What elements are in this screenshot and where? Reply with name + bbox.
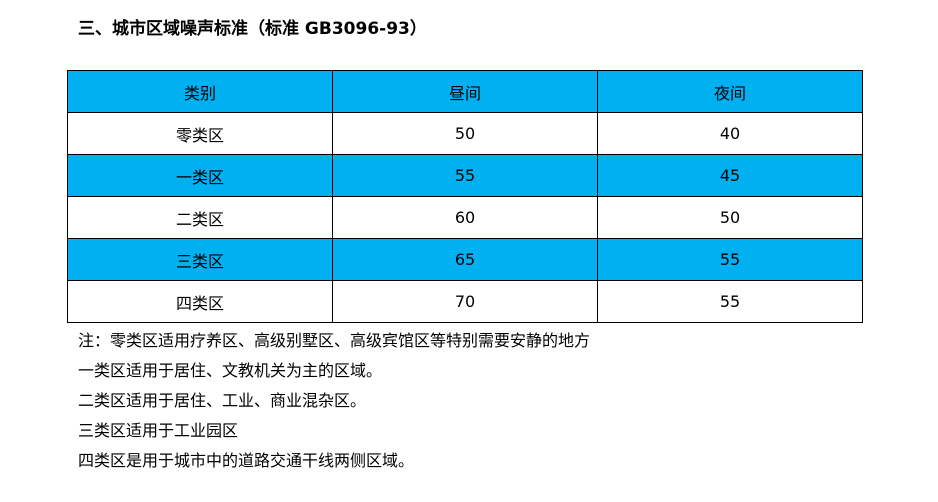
noise-standard-table: 类别 昼间 夜间 零类区 50 40 一类区 55 45 二类区 60 50 三类区 65 55… — [67, 70, 863, 323]
cell-day: 55 — [332, 154, 598, 197]
cell-category: 三类区 — [67, 238, 333, 281]
cell-category: 二类区 — [67, 196, 333, 239]
cell-day: 65 — [332, 238, 598, 281]
table-row: 一类区 55 45 — [67, 154, 863, 197]
note-line: 一类区适用于居住、文教机关为主的区域。 — [78, 361, 383, 380]
header-day: 昼间 — [332, 70, 598, 113]
cell-night: 50 — [597, 196, 863, 239]
cell-category: 零类区 — [67, 112, 333, 155]
cell-category: 一类区 — [67, 154, 333, 197]
table-row: 二类区 60 50 — [67, 196, 863, 239]
note-line: 注：零类区适用疗养区、高级别墅区、高级宾馆区等特别需要安静的地方 — [78, 331, 591, 350]
table-header-row: 类别 昼间 夜间 — [67, 70, 863, 113]
section-title: 三、城市区域噪声标准（标准 GB3096-93） — [78, 19, 427, 39]
table-row: 零类区 50 40 — [67, 112, 863, 155]
cell-day: 70 — [332, 280, 598, 323]
cell-day: 60 — [332, 196, 598, 239]
cell-night: 55 — [597, 280, 863, 323]
cell-day: 50 — [332, 112, 598, 155]
header-night: 夜间 — [597, 70, 863, 113]
cell-category: 四类区 — [67, 280, 333, 323]
cell-night: 55 — [597, 238, 863, 281]
header-category: 类别 — [67, 70, 333, 113]
table-row: 三类区 65 55 — [67, 238, 863, 281]
table-row: 四类区 70 55 — [67, 280, 863, 323]
cell-night: 45 — [597, 154, 863, 197]
note-line: 三类区适用于工业园区 — [78, 421, 239, 440]
note-line: 二类区适用于居住、工业、商业混杂区。 — [78, 391, 367, 410]
cell-night: 40 — [597, 112, 863, 155]
notes: 注：零类区适用疗养区、高级别墅区、高级宾馆区等特别需要安静的地方 一类区适用于居… — [78, 326, 590, 476]
note-line: 四类区是用于城市中的道路交通干线两侧区域。 — [78, 451, 415, 470]
